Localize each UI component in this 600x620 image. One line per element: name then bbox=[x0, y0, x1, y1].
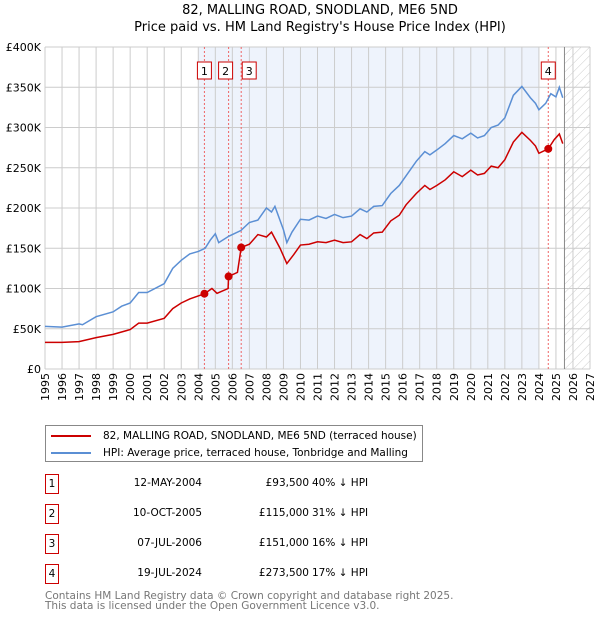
sale-number: 1 bbox=[45, 474, 59, 494]
x-tick-label: 2009 bbox=[277, 373, 290, 401]
sale-hpi-diff: 31% ↓ HPI bbox=[312, 507, 369, 519]
sale-date: 07-JUL-2006 bbox=[137, 537, 202, 549]
x-tick-label: 2022 bbox=[499, 373, 512, 401]
sale-label: 2 bbox=[222, 65, 229, 78]
footer-copyright: Contains HM Land Registry data © Crown c… bbox=[45, 590, 454, 602]
x-tick-label: 2006 bbox=[226, 373, 239, 401]
sale-row: 1 12-MAY-2004 £93,500 40% ↓ HPI bbox=[45, 474, 465, 494]
sale-date: 19-JUL-2024 bbox=[137, 567, 202, 579]
sale-label: 4 bbox=[545, 65, 552, 78]
x-tick-label: 2001 bbox=[141, 373, 154, 401]
sale-price: £115,000 bbox=[258, 507, 309, 519]
x-tick-label: 2017 bbox=[414, 373, 427, 401]
x-tick-label: 2019 bbox=[448, 373, 461, 401]
sale-point bbox=[237, 243, 246, 252]
sale-label: 3 bbox=[246, 65, 253, 78]
legend-label: 82, MALLING ROAD, SNODLAND, ME6 5ND (ter… bbox=[103, 430, 417, 442]
x-tick-label: 2021 bbox=[482, 373, 495, 401]
x-tick-label: 2004 bbox=[192, 373, 205, 401]
x-tick-label: 2014 bbox=[363, 373, 376, 401]
legend-swatch bbox=[51, 435, 91, 437]
sale-label-box bbox=[241, 61, 257, 80]
sale-number: 3 bbox=[45, 534, 59, 554]
hpi-line bbox=[44, 84, 564, 328]
sale-price: £151,000 bbox=[258, 537, 309, 549]
chart-subtitle: Price paid vs. HM Land Registry's House … bbox=[134, 20, 506, 35]
sale-hpi-diff: 16% ↓ HPI bbox=[312, 537, 369, 549]
sale-point bbox=[224, 272, 233, 281]
y-tick-label: £250K bbox=[6, 162, 42, 175]
legend: 82, MALLING ROAD, SNODLAND, ME6 5ND (ter… bbox=[45, 425, 423, 462]
x-tick-label: 1999 bbox=[107, 373, 120, 401]
y-tick-label: £150K bbox=[6, 242, 42, 255]
x-tick-label: 2016 bbox=[397, 373, 410, 401]
x-tick-label: 2015 bbox=[380, 373, 393, 401]
x-tick-label: 1998 bbox=[90, 373, 103, 401]
y-tick-label: £300K bbox=[6, 122, 42, 135]
x-tick-label: 2010 bbox=[294, 373, 307, 401]
legend-swatch bbox=[51, 452, 91, 454]
sale-date: 12-MAY-2004 bbox=[133, 477, 202, 489]
x-tick-label: 2023 bbox=[516, 373, 529, 401]
x-tick-label: 2005 bbox=[209, 373, 222, 401]
x-tick-label: 2012 bbox=[329, 373, 342, 401]
x-tick-label: 2024 bbox=[533, 373, 546, 401]
x-tick-label: 2020 bbox=[465, 373, 478, 401]
legend-item-property: 82, MALLING ROAD, SNODLAND, ME6 5ND (ter… bbox=[46, 428, 417, 444]
x-tick-label: 2007 bbox=[243, 373, 256, 401]
sale-row: 4 19-JUL-2024 £273,500 17% ↓ HPI bbox=[45, 564, 465, 584]
x-tick-label: 1997 bbox=[73, 373, 86, 401]
sale-row: 3 07-JUL-2006 £151,000 16% ↓ HPI bbox=[45, 534, 465, 554]
x-tick-label: 2026 bbox=[567, 373, 580, 401]
legend-item-hpi: HPI: Average price, terraced house, Tonb… bbox=[46, 445, 408, 461]
footer-licence: This data is licensed under the Open Gov… bbox=[45, 600, 380, 612]
x-tick-label: 2003 bbox=[175, 373, 188, 401]
x-tick-label: 2027 bbox=[584, 373, 597, 401]
sale-point bbox=[544, 144, 553, 153]
y-tick-label: £200K bbox=[6, 202, 42, 215]
sale-number: 2 bbox=[45, 504, 59, 524]
price-paid-line bbox=[45, 131, 564, 344]
sale-label: 1 bbox=[201, 65, 208, 78]
sale-label-box bbox=[540, 61, 556, 80]
sale-label-box bbox=[196, 61, 212, 80]
y-tick-label: £400K bbox=[6, 41, 42, 54]
legend-label: HPI: Average price, terraced house, Tonb… bbox=[103, 447, 408, 459]
sale-number: 4 bbox=[45, 564, 59, 584]
x-tick-label: 2011 bbox=[312, 373, 325, 401]
x-tick-label: 2018 bbox=[431, 373, 444, 401]
sale-price: £93,500 bbox=[265, 477, 309, 489]
chart-title: 82, MALLING ROAD, SNODLAND, ME6 5ND bbox=[182, 3, 458, 18]
x-tick-label: 2002 bbox=[158, 373, 171, 401]
sale-hpi-diff: 40% ↓ HPI bbox=[312, 477, 369, 489]
sale-label-box bbox=[218, 61, 234, 80]
x-tick-label: 2008 bbox=[260, 373, 273, 401]
sale-row: 2 10-OCT-2005 £115,000 31% ↓ HPI bbox=[45, 504, 465, 524]
price-chart: 1995 1996 1997 1998 1999 2000 2001 2002 2003 2004… bbox=[6, 41, 597, 401]
y-tick-label: £0 bbox=[27, 363, 41, 376]
x-tick-label: 1995 bbox=[39, 373, 52, 401]
y-tick-label: £100K bbox=[6, 283, 42, 296]
x-tick-label: 1996 bbox=[56, 373, 69, 401]
sale-date: 10-OCT-2005 bbox=[133, 507, 202, 519]
y-tick-label: £50K bbox=[13, 323, 42, 336]
y-tick-label: £350K bbox=[6, 81, 42, 94]
sale-price: £273,500 bbox=[258, 567, 309, 579]
sale-hpi-diff: 17% ↓ HPI bbox=[312, 567, 369, 579]
sale-point bbox=[200, 289, 209, 298]
x-tick-label: 2013 bbox=[346, 373, 359, 401]
x-tick-label: 2000 bbox=[124, 373, 137, 401]
x-tick-label: 2025 bbox=[550, 373, 563, 401]
